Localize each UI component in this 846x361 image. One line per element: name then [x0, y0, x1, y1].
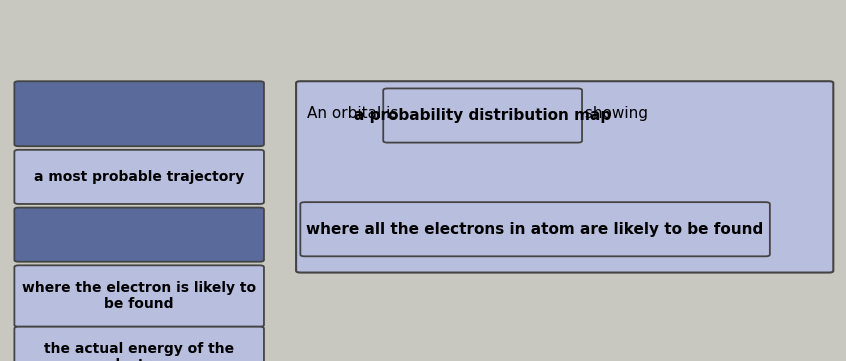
Text: a most probable trajectory: a most probable trajectory	[34, 170, 244, 184]
Text: a probability distribution map: a probability distribution map	[354, 108, 612, 123]
FancyBboxPatch shape	[14, 81, 264, 146]
FancyBboxPatch shape	[296, 81, 833, 273]
Text: An orbital is: An orbital is	[307, 106, 404, 121]
Text: the actual energy of the
electron: the actual energy of the electron	[44, 342, 234, 361]
FancyBboxPatch shape	[14, 150, 264, 204]
FancyBboxPatch shape	[383, 88, 582, 143]
Text: where all the electrons in atom are likely to be found: where all the electrons in atom are like…	[306, 222, 764, 237]
Text: where the electron is likely to
be found: where the electron is likely to be found	[22, 281, 256, 311]
FancyBboxPatch shape	[14, 265, 264, 327]
FancyBboxPatch shape	[14, 327, 264, 361]
FancyBboxPatch shape	[14, 208, 264, 262]
Text: showing: showing	[580, 106, 647, 121]
FancyBboxPatch shape	[300, 202, 770, 256]
